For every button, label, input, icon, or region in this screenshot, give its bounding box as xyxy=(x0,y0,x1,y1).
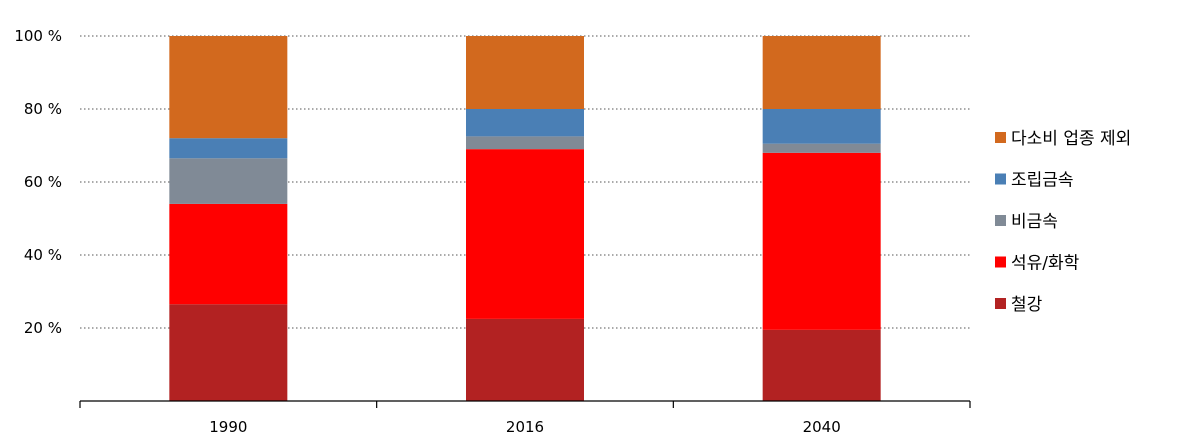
x-axis xyxy=(79,400,971,408)
bar-segment xyxy=(762,152,881,330)
bars xyxy=(169,36,881,401)
legend-item: 조립금속 xyxy=(995,171,1074,191)
legend-swatch xyxy=(995,298,1006,309)
legend-swatch xyxy=(995,256,1006,268)
legend-swatch xyxy=(995,173,1006,185)
y-tick-label: 100 % xyxy=(14,27,62,45)
y-tick-label: 60 % xyxy=(24,173,62,191)
x-tick-label: 1990 xyxy=(209,418,247,436)
legend-item: 석유/화학 xyxy=(995,254,1080,274)
bar-segment xyxy=(169,158,288,204)
legend-swatch xyxy=(995,215,1006,226)
y-tick-label: 20 % xyxy=(24,319,62,337)
bar-segment xyxy=(466,36,584,109)
legend-label: 다소비 업종 제외 xyxy=(1011,129,1131,149)
legend-item: 다소비 업종 제외 xyxy=(995,129,1131,149)
bar-segment xyxy=(169,138,288,159)
bar-segment xyxy=(762,36,881,109)
bar-segment xyxy=(762,143,881,153)
bar-segment xyxy=(466,149,584,319)
bar-segment xyxy=(466,109,584,137)
legend-label: 조립금속 xyxy=(1011,171,1074,191)
legend-label: 석유/화학 xyxy=(1011,254,1080,274)
legend-label: 철강 xyxy=(1011,295,1043,315)
legend-swatch xyxy=(995,132,1006,143)
bar-segment xyxy=(762,109,881,144)
y-tick-label: 80 % xyxy=(24,100,62,118)
legend-item: 비금속 xyxy=(995,212,1058,232)
bar-segment xyxy=(466,136,584,150)
x-axis-tick-labels: 1990 2016 2040 xyxy=(209,418,841,436)
legend-item: 철강 xyxy=(995,295,1043,315)
x-tick-label: 2040 xyxy=(803,418,841,436)
bar-segment xyxy=(169,36,288,139)
bar-segment xyxy=(466,318,584,401)
legend-label: 비금속 xyxy=(1011,212,1058,232)
bar-segment xyxy=(762,329,881,401)
y-axis-tick-labels: 20 % 40 % 60 % 80 % 100 % xyxy=(14,27,62,337)
y-tick-label: 40 % xyxy=(24,246,62,264)
bar-segment xyxy=(169,304,288,401)
bar-segment xyxy=(169,203,288,305)
x-tick-label: 2016 xyxy=(506,418,544,436)
